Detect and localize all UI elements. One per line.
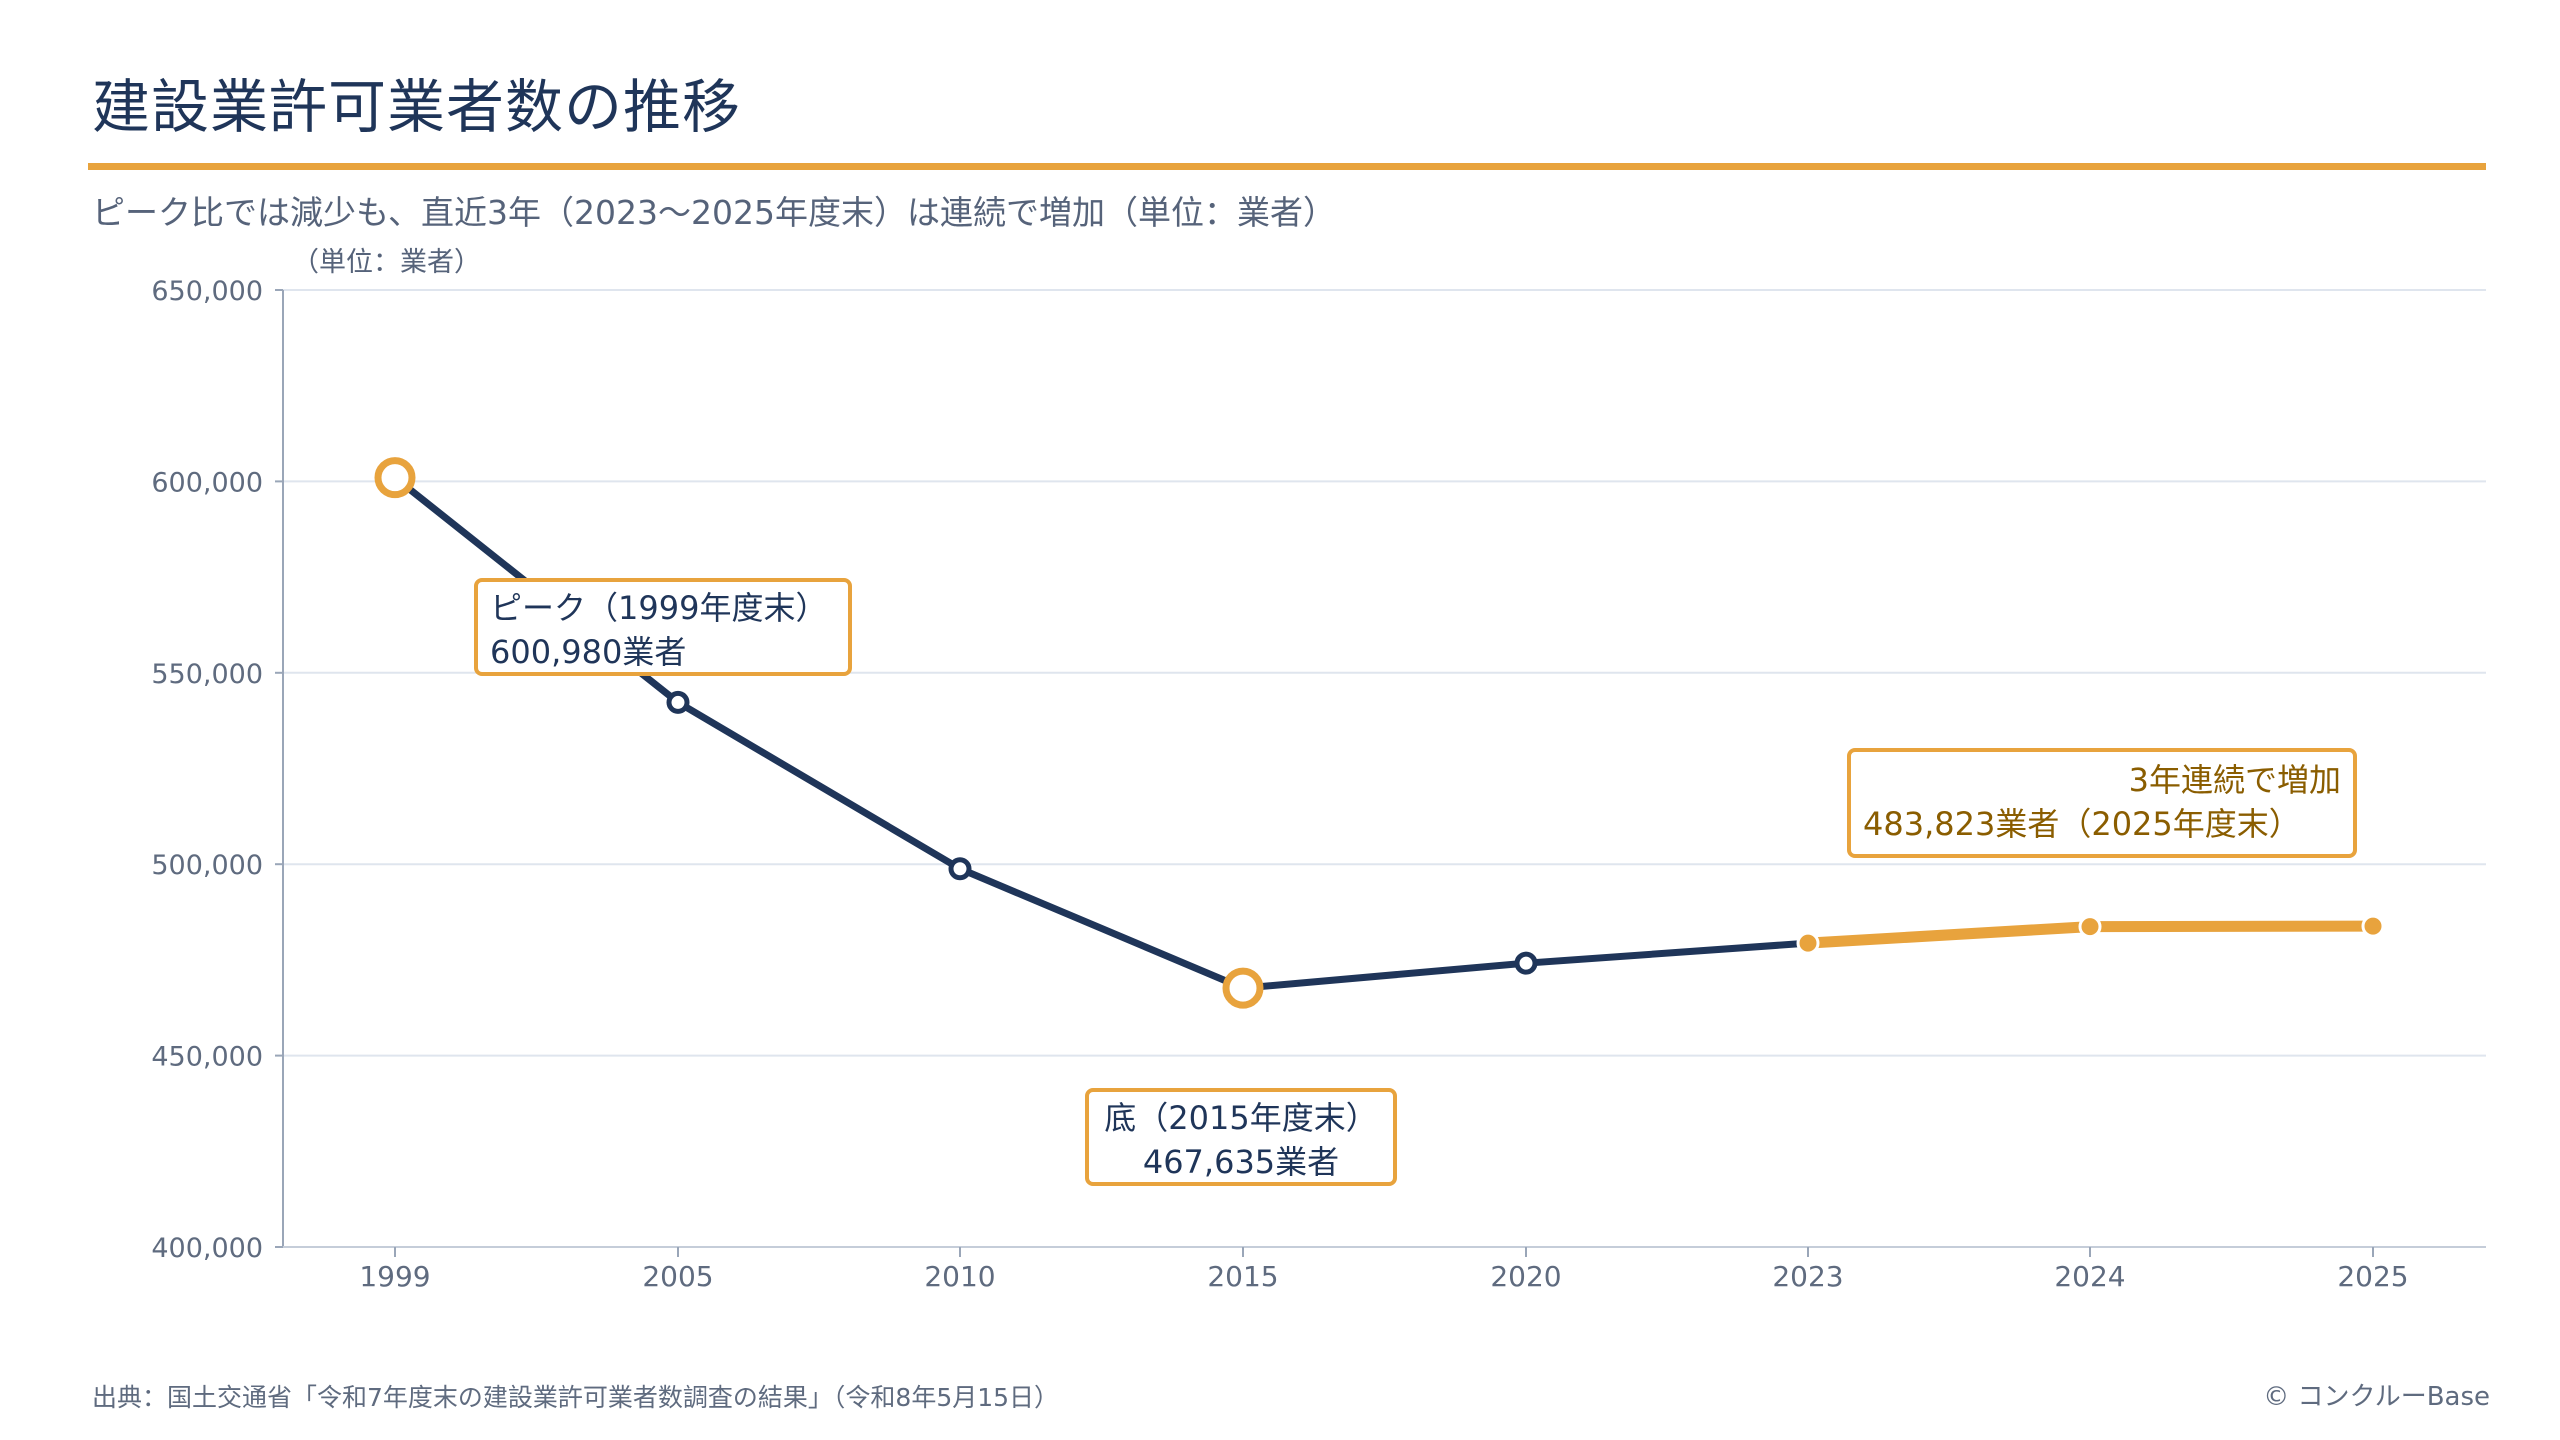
chart-title: 建設業許可業者数の推移 [92,73,742,141]
grid-lines [283,289,2486,1057]
increase-annotation: 3年連続で増加 483,823業者（2025年度末） [1847,748,2357,858]
peak-annotation-value: 600,980業者 [490,633,687,671]
x-tick-label: 2005 [642,1260,713,1293]
y-tick-label: 400,000 [151,1233,263,1264]
bottom-annotation: 底（2015年度末） 467,635業者 [1085,1088,1397,1186]
x-tick-label: 2025 [2337,1260,2408,1293]
data-point [948,857,972,881]
series-lines [391,474,2379,992]
bottom-annotation-value: 467,635業者 [1142,1143,1340,1181]
highlight-point [1796,931,1820,955]
bottom-point [1222,967,1264,1009]
title-divider [88,163,2486,170]
axes [275,289,2486,1257]
x-tick-label: 2020 [1490,1260,1561,1293]
x-tick-label: 2023 [1772,1260,1843,1293]
peak-annotation-title: ピーク（1999年度末） [490,589,828,627]
x-tick-label: 2010 [924,1260,995,1293]
increase-annotation-value: 483,823業者（2025年度末） [1863,805,2301,843]
x-tick-label: 1999 [359,1260,430,1293]
y-tick-label: 500,000 [151,850,263,881]
increase-annotation-title: 3年連続で増加 [2128,761,2341,799]
highlight-point [2078,915,2102,939]
highlight-point [2361,914,2385,938]
source-note: 出典：国土交通省「令和7年度末の建設業許可業者数調査の結果」（令和8年5月15日… [92,1383,1060,1412]
data-points [374,457,2385,1009]
y-tick-labels: 400,000 450,000 500,000 550,000 600,000 650,0… [151,276,263,1264]
copyright-credit: © コンクルーBase [2263,1382,2490,1412]
x-tick-labels: 1999 2005 2010 2015 2020 2023 2024 2025 [359,1260,2408,1293]
peak-annotation: ピーク（1999年度末） 600,980業者 [474,578,852,676]
chart-subtitle: ピーク比では減少も、直近3年（2023〜2025年度末）は連続で増加（単位：業者… [92,193,1336,232]
y-axis-unit-label: （単位：業者） [292,247,481,278]
data-point [1514,951,1538,975]
bottom-annotation-title: 底（2015年度末） [1104,1099,1378,1137]
peak-point [374,457,416,499]
y-tick-label: 450,000 [151,1042,263,1073]
data-point [666,690,690,714]
y-tick-label: 600,000 [151,467,263,498]
x-tick-label: 2015 [1207,1260,1278,1293]
main-series-line [391,474,1812,992]
y-tick-label: 550,000 [151,659,263,690]
x-tick-label: 2024 [2054,1260,2125,1293]
y-tick-label: 650,000 [151,276,263,307]
